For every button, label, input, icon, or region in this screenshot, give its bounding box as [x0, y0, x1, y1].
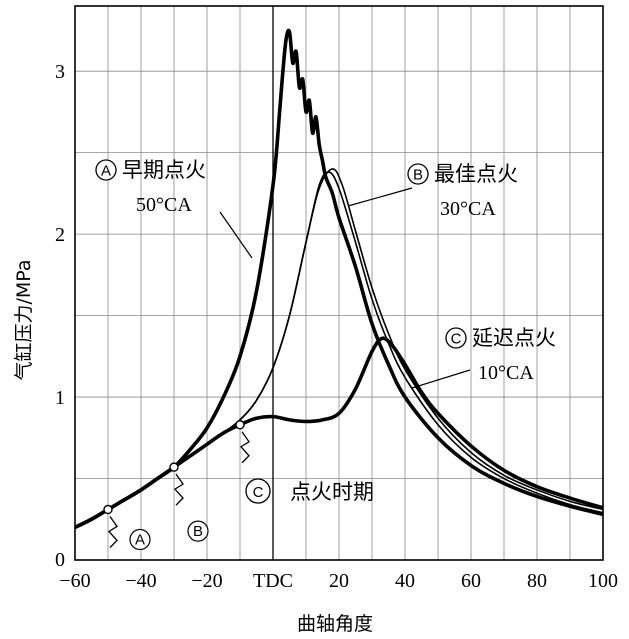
- annotation-late-ignition: C 延迟点火 10°CA: [411, 326, 556, 389]
- y-tick-label: 0: [55, 549, 65, 571]
- ignition-point-b: [169, 462, 179, 472]
- x-tick-label: 80: [527, 570, 547, 592]
- annotation-early-ignition: A 早期点火 50°CA: [95, 158, 253, 259]
- x-tick-label: −40: [125, 570, 156, 592]
- ignition-badge-b-ring: [187, 520, 209, 542]
- series-group: [74, 28, 604, 530]
- circle-letter-ignition-c: C: [253, 484, 264, 501]
- grid: [75, 6, 603, 560]
- circle-letter-c: C: [451, 331, 462, 348]
- ignition-badge-a: A: [129, 528, 151, 551]
- label-early-ignition: 早期点火: [122, 158, 206, 182]
- ignition-timing-label: C 点火时期: [245, 478, 374, 504]
- ignition-badge-a-ring: [129, 528, 151, 551]
- x-tick-label: −60: [59, 570, 90, 592]
- leader-a: [219, 211, 253, 259]
- label-late-ignition: 延迟点火: [472, 326, 556, 350]
- ignition-badge-b-letter: B: [193, 523, 203, 540]
- label-ignition-timing: 点火时期: [290, 480, 374, 504]
- ignition-point-c: [235, 420, 245, 430]
- label-best-ignition: 最佳点火: [434, 162, 518, 186]
- ignition-point-a: [103, 504, 113, 515]
- ignition-spark-c: [240, 431, 250, 464]
- y-tick-label: 2: [55, 224, 65, 246]
- ignition-spark-b: [174, 473, 184, 506]
- x-axis-label: 曲轴角度: [297, 613, 373, 635]
- series-line-c-3: [74, 336, 604, 530]
- x-tick-label: 40: [395, 570, 415, 592]
- leader-b: [347, 187, 413, 207]
- x-tick-label: 60: [461, 570, 481, 592]
- series-line-a-0: [74, 28, 604, 530]
- label-best-timing: 30°CA: [440, 198, 496, 220]
- leader-c: [411, 369, 471, 389]
- ignition-badge-b: B: [187, 520, 209, 542]
- circle-letter-c-badge: [445, 327, 467, 349]
- y-tick-label: 1: [55, 387, 65, 409]
- x-tick-label: −20: [191, 570, 222, 592]
- x-tick-label: 100: [588, 570, 618, 592]
- ignition-badge-a-letter: A: [135, 531, 145, 548]
- y-tick-label: 3: [55, 61, 65, 83]
- tick-labels: −60 −40 −20 TDC 20 40 60 80 100 0 1 2 3: [55, 61, 618, 592]
- circle-letter-b-badge: [407, 163, 429, 185]
- label-early-timing: 50°CA: [136, 194, 192, 216]
- circle-letter-ignition-c-badge: [245, 478, 271, 504]
- x-tick-label: 20: [329, 570, 349, 592]
- y-axis-label: 气缸压力/MPa: [13, 259, 35, 380]
- label-late-timing: 10°CA: [478, 362, 534, 384]
- plot-border: [74, 5, 604, 561]
- x-tick-label: TDC: [253, 570, 293, 592]
- ignition-spark-a: [108, 516, 118, 548]
- plot-frame: [74, 5, 604, 561]
- annotation-best-ignition: B 最佳点火 30°CA: [347, 162, 518, 220]
- circle-letter-b: B: [413, 167, 423, 184]
- circle-letter-a: A: [101, 163, 111, 180]
- circle-letter-a-badge: [95, 159, 117, 181]
